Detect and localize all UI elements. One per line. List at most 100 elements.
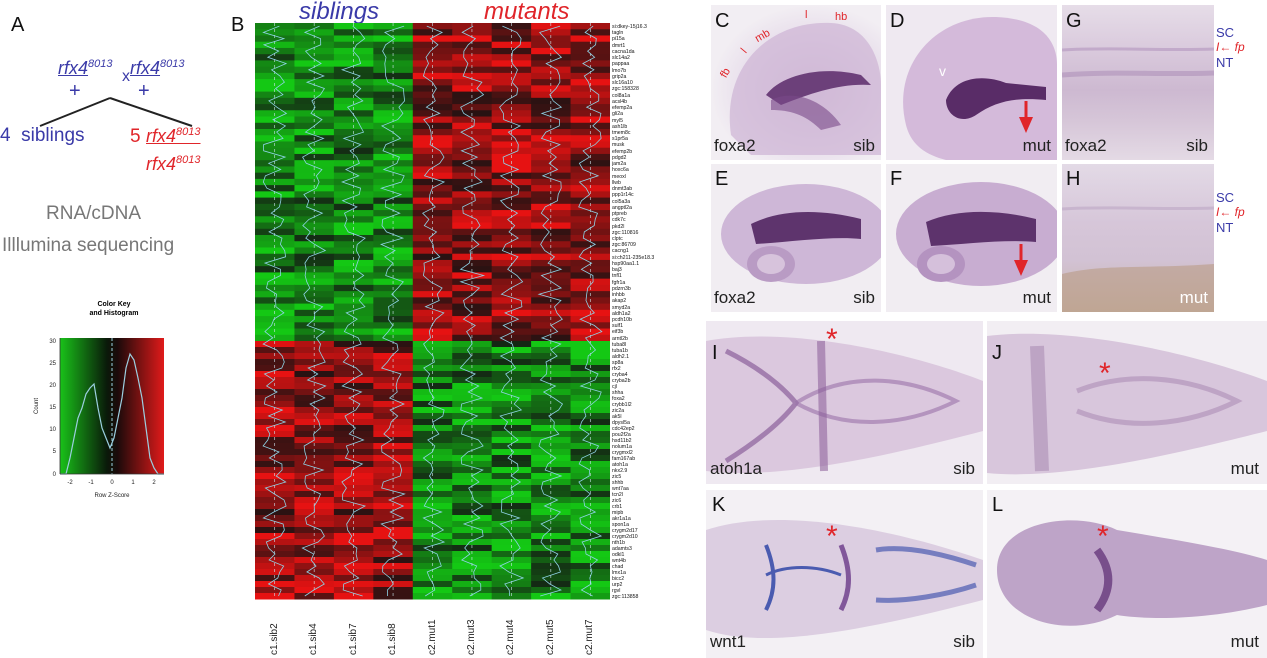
heatmap-cell — [412, 473, 453, 480]
gene-label: fgfr1a — [612, 279, 626, 286]
heatmap-cell — [255, 54, 295, 61]
gene-label: lmx1a — [612, 570, 626, 576]
heatmap-cell — [570, 473, 610, 480]
heatmap-cell — [255, 413, 295, 420]
heatmap-cell — [452, 66, 493, 74]
heatmap-cell — [255, 216, 295, 224]
heatmap-cell — [452, 191, 493, 199]
heatmap-cell — [452, 178, 493, 186]
ck-ylabel: Count — [34, 398, 40, 414]
heatmap-cell — [412, 575, 453, 582]
heatmap-cell — [255, 569, 295, 576]
heatmap-cell — [412, 413, 453, 420]
heatmap-cell — [255, 563, 295, 570]
heatmap-cell — [255, 575, 295, 582]
gene-label-group-top: si:dkey-15j16.3 tagln pi15a dmrt1 cacna1da sl… — [612, 24, 672, 342]
heatmap-cell — [531, 569, 572, 576]
heatmap-cell — [294, 425, 335, 432]
gene-label: lmo7b — [612, 67, 627, 74]
heatmap-cell — [491, 509, 532, 516]
heatmap-cell — [491, 47, 532, 55]
heatmap-cell — [412, 178, 453, 186]
heatmap-cell — [531, 235, 572, 242]
heatmap-cell — [491, 485, 532, 492]
heatmap-cell — [255, 359, 295, 366]
heatmap-cell — [294, 491, 335, 498]
heatmap-cell — [491, 389, 532, 396]
heatmap-cell — [373, 503, 414, 510]
gene-label: smyd2a — [612, 304, 631, 311]
condition-label: sib — [1186, 136, 1208, 155]
heatmap-cell — [333, 437, 374, 444]
heatmap-cell — [491, 23, 532, 30]
gene-label: fam167ab — [612, 456, 636, 462]
heatmap-cell — [452, 359, 493, 366]
asterisk-marker: * — [826, 520, 838, 553]
gene-label: nkx2.9 — [612, 468, 628, 474]
ck-ytick: 0 — [53, 472, 57, 478]
micrograph-c: foxa2 sib fb l mb l hb — [711, 5, 881, 160]
heatmap-cell — [570, 197, 610, 205]
heatmap-cell — [452, 593, 493, 600]
condition-label: mut — [1022, 136, 1051, 155]
heatmap-cell — [412, 383, 453, 390]
heatmap-cell — [570, 485, 610, 492]
heatmap-cell — [570, 503, 610, 510]
heatmap-cell — [333, 247, 374, 255]
ck-ytick: 25 — [49, 361, 56, 367]
heatmap-cell — [333, 371, 374, 378]
heatmap-cell — [373, 449, 414, 456]
heatmap-cell — [294, 47, 335, 55]
heatmap-cell — [452, 172, 493, 180]
heatmap-cell — [570, 389, 610, 396]
heatmap-cell — [412, 449, 453, 456]
heatmap-cell — [491, 371, 532, 378]
sample-label: c2.mut4 — [505, 619, 517, 655]
heatmap-cell — [412, 563, 453, 570]
gene-label: crybb1l2 — [612, 402, 632, 408]
heatmap-cell — [294, 197, 335, 205]
heatmap-cell — [294, 539, 335, 546]
gene-label: crygmxl2 — [612, 450, 633, 456]
heatmap-cell — [570, 467, 610, 474]
heatmap-cell — [373, 203, 414, 211]
heatmap-cell — [333, 419, 374, 426]
heatmap-cell — [333, 593, 374, 600]
heatmap-cell — [452, 455, 493, 462]
micrograph-j: mut * — [987, 321, 1267, 484]
heatmap-cell — [412, 407, 453, 414]
heatmap-cell — [531, 431, 572, 438]
heatmap-cell — [294, 210, 335, 217]
heatmap-cell — [452, 371, 493, 378]
heatmap-cell — [570, 365, 610, 372]
panel-label-d: D — [890, 10, 905, 32]
heatmap-cell — [294, 581, 335, 588]
heatmap-cell — [491, 334, 532, 342]
heatmap-cell — [373, 35, 414, 43]
heatmap-cell — [373, 365, 414, 372]
heatmap-cell — [294, 479, 335, 486]
heatmap-cell — [255, 91, 295, 99]
heatmap-cell — [491, 185, 532, 192]
heatmap-cell — [294, 431, 335, 438]
heatmap-cell — [255, 527, 295, 534]
heatmap-cell — [294, 85, 335, 93]
wildtype-plus-left: + — [69, 80, 81, 102]
heatmap-cell — [452, 228, 493, 236]
gene-label: tuba8l — [612, 342, 627, 348]
heatmap-cell — [333, 575, 374, 582]
region-label-l2: l — [805, 9, 808, 21]
gene-label: mipb — [612, 510, 624, 516]
heatmap-cell — [452, 72, 493, 80]
heatmap-cell — [531, 365, 572, 372]
heatmap-cell — [531, 60, 572, 68]
heatmap-trace-line — [578, 25, 603, 597]
heatmap-cell — [255, 60, 295, 68]
heatmap-cell — [294, 515, 335, 522]
heatmap-cell — [294, 72, 335, 80]
heatmap-cell — [255, 389, 295, 396]
heatmap-cell — [255, 581, 295, 588]
heatmap-cell — [531, 85, 572, 93]
heatmap-cell — [452, 485, 493, 492]
heatmap-cell — [255, 395, 295, 402]
